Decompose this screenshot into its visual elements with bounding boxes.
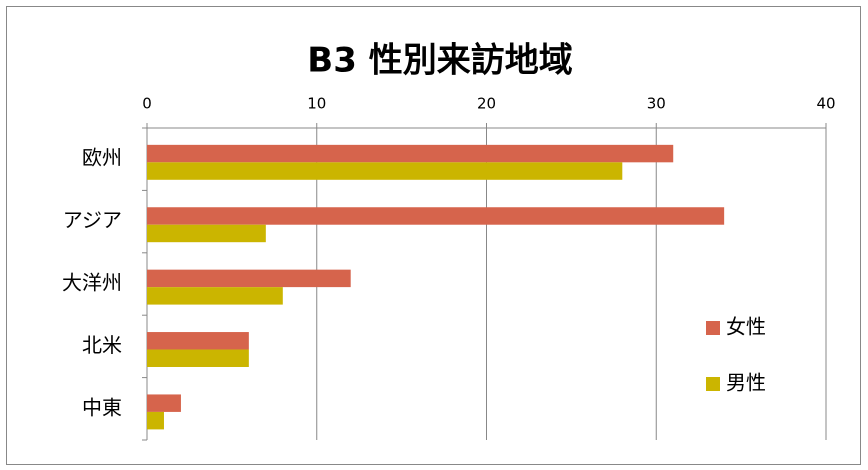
y-tick-label: 大洋州 <box>62 271 122 295</box>
bar <box>147 269 351 288</box>
bar <box>147 332 249 350</box>
y-tick-label: 中東 <box>82 395 122 419</box>
legend-label: 男性 <box>726 371 766 395</box>
y-tick-label: 北米 <box>82 333 122 357</box>
bar <box>147 349 249 367</box>
bar <box>147 144 674 163</box>
bar <box>147 411 164 430</box>
bar <box>147 287 283 305</box>
bar <box>147 394 181 412</box>
legend-swatch <box>706 377 720 391</box>
bar <box>147 224 266 243</box>
y-tick-label: 欧州 <box>82 146 122 170</box>
x-tick-label: 20 <box>477 95 496 113</box>
legend-swatch <box>706 321 720 335</box>
bar <box>147 162 623 180</box>
x-tick-label: 10 <box>307 95 326 113</box>
x-tick-label: 40 <box>816 95 835 113</box>
chart-title: B3 性別来訪地域 <box>307 41 572 81</box>
x-tick-label: 30 <box>647 95 666 113</box>
legend-label: 女性 <box>726 315 766 339</box>
x-tick-label: 0 <box>142 95 152 113</box>
bar <box>147 207 725 225</box>
y-tick-label: アジア <box>63 208 122 232</box>
